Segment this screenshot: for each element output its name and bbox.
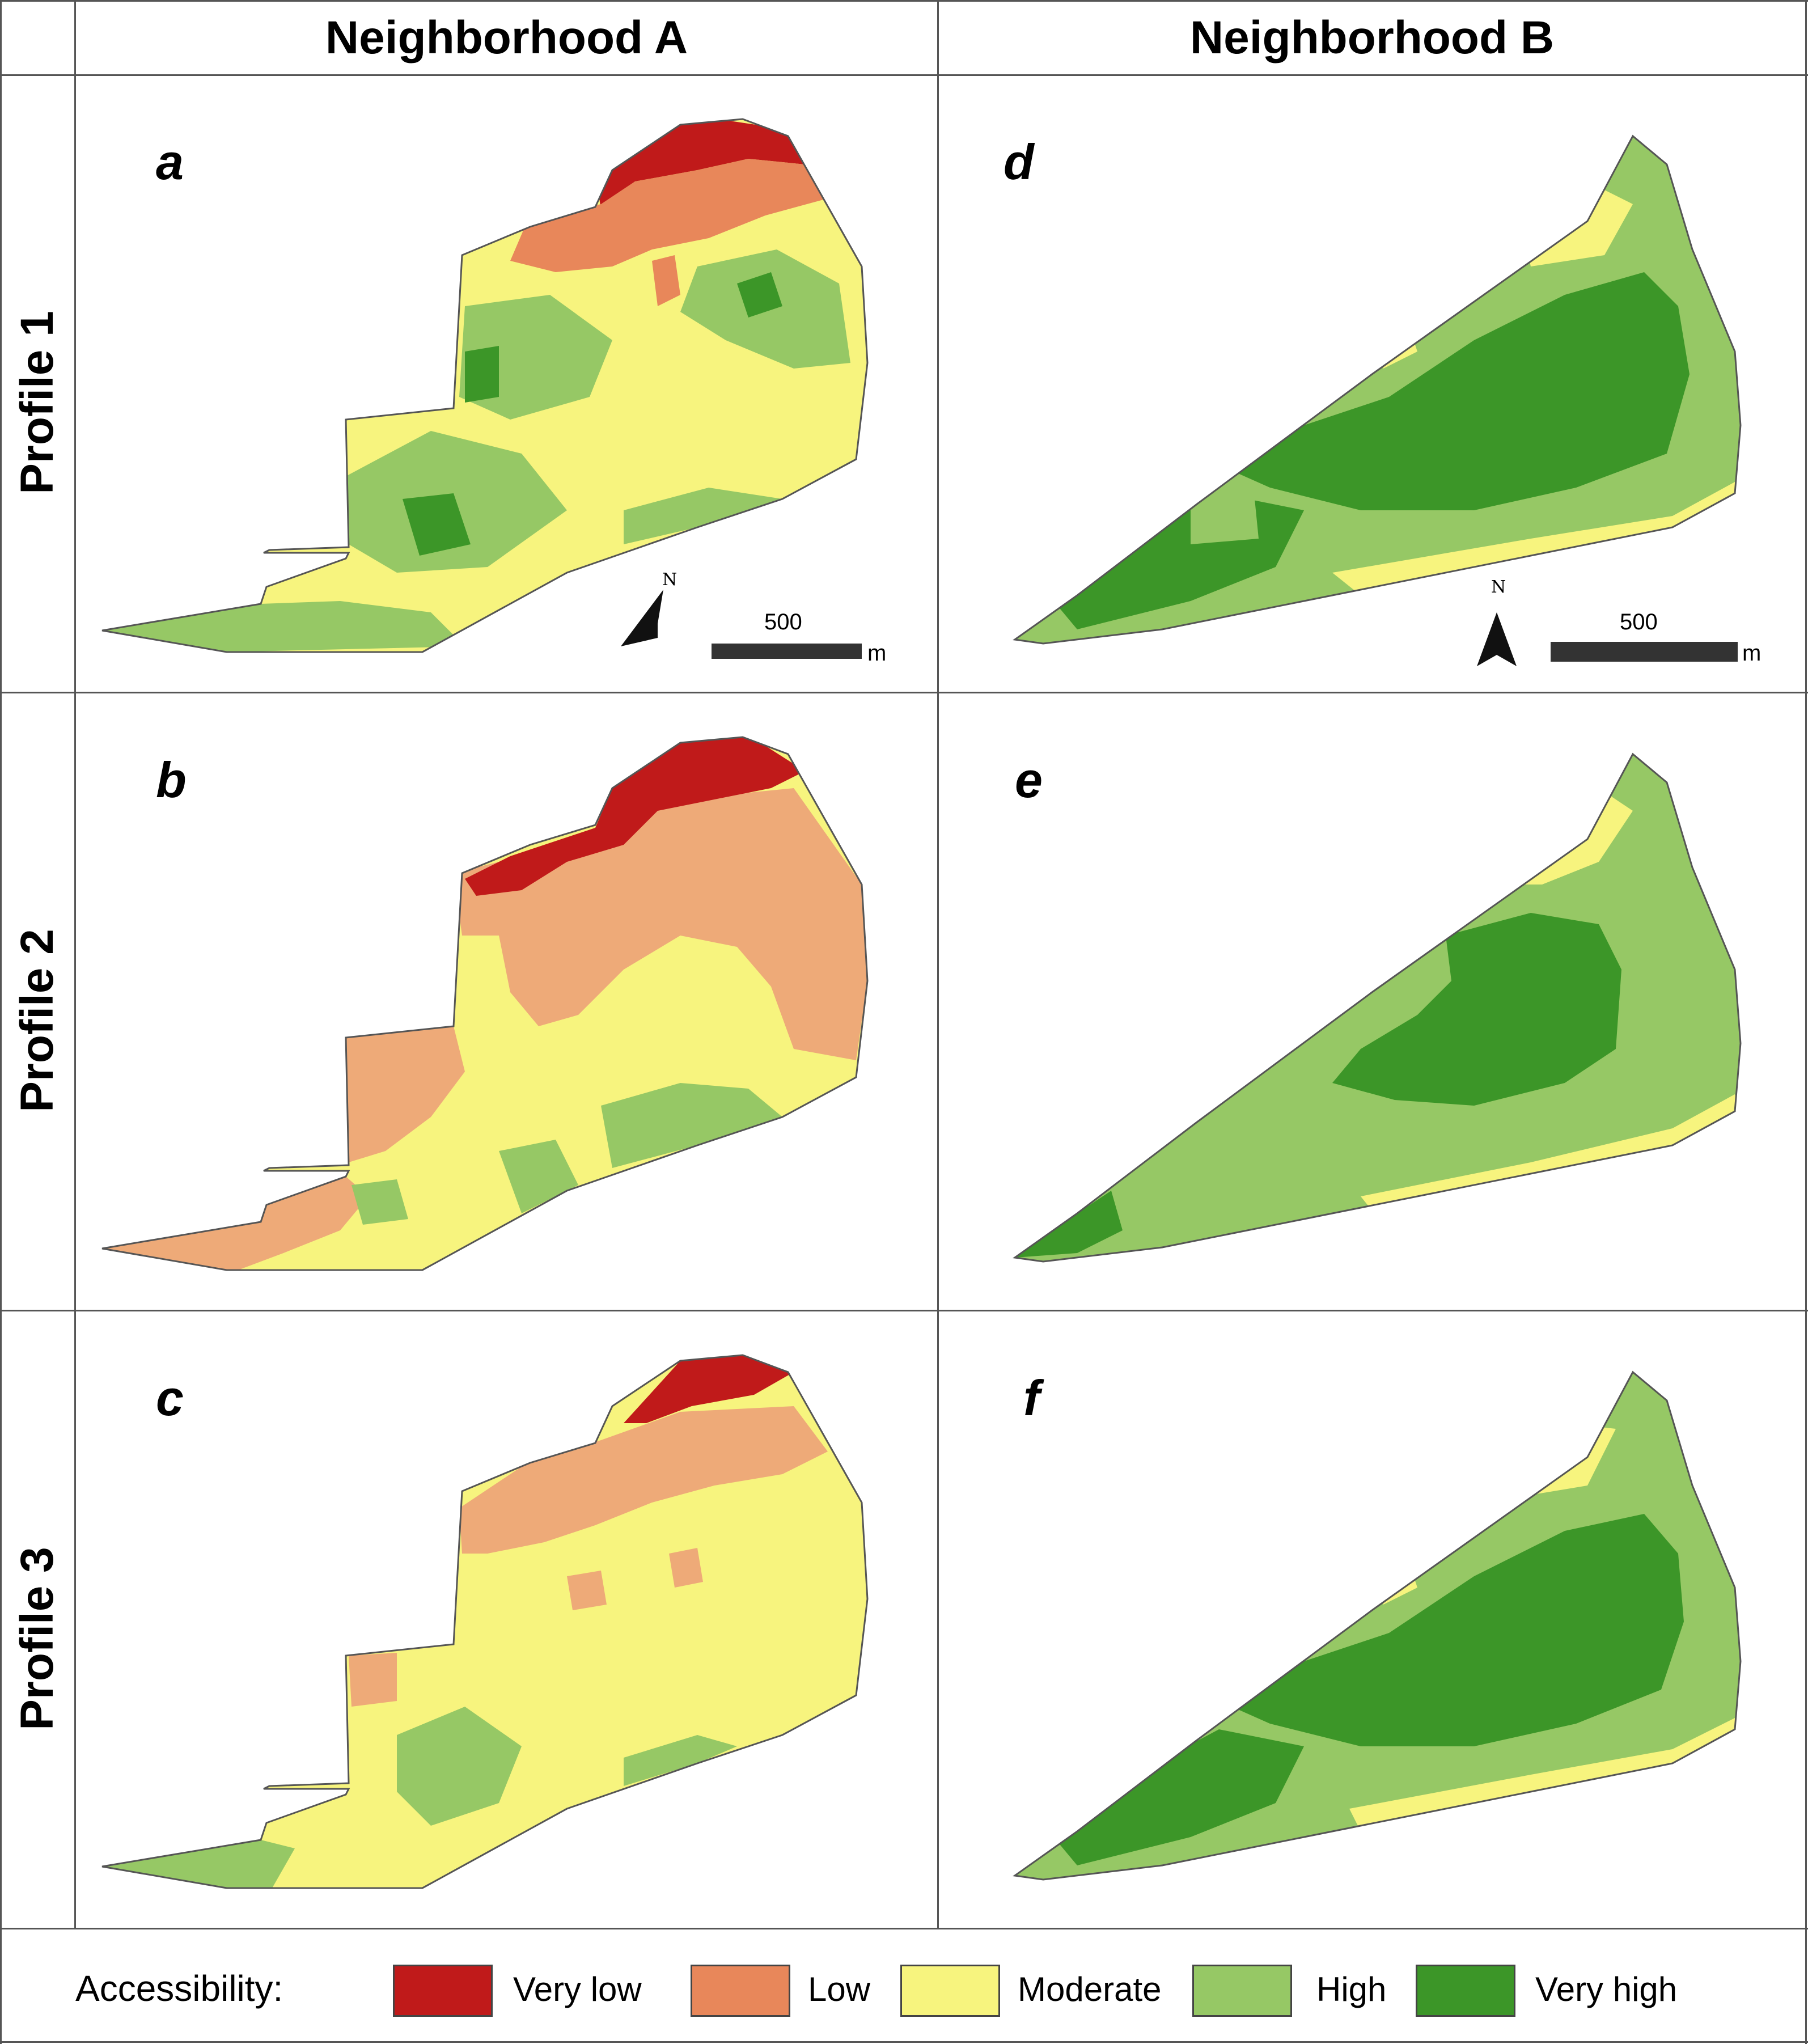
scale-unit-d: m [1742,641,1762,666]
north-arrow-icon [621,590,663,646]
map-e-fill-high [1015,754,1741,1262]
map-a-very-high-east [737,272,782,318]
legend-label-low: Low [808,1970,871,2008]
legend-swatch-low [691,1965,790,2017]
map-a-low-spot [652,255,680,306]
scale-bar [712,644,862,659]
map-e-moderate-west [1304,953,1344,992]
map-f-very-high-center [1219,1514,1684,1746]
map-c-very-low-north [624,1355,794,1423]
grid-line-row3 [0,1928,1808,1929]
map-panel-c [101,1354,869,1889]
legend-label-very-low: Very low [513,1970,642,2008]
column-header-neighborhood-a: Neighborhood A [325,11,688,64]
grid-line-row2 [0,1310,1808,1311]
map-e-very-high-center [1332,913,1621,1106]
north-label-d: N [1491,577,1506,597]
map-c-low-light-north [459,1406,828,1554]
scale-unit-a: m [867,641,887,666]
map-d-very-high-center [1219,272,1690,510]
panel-letter-b: b [156,752,187,808]
grid-line-bottom [0,2041,1808,2043]
map-panel-a [101,118,869,659]
map-b-low-light-west [346,1026,465,1162]
map-c-low-light-spot-2 [669,1548,703,1588]
legend-label-high: High [1316,1970,1387,2008]
grid-line-top [0,0,1808,2]
panel-letter-a: a [156,134,184,190]
map-panel-b [101,736,869,1271]
map-d-moderate-south [1332,482,1741,595]
column-header-neighborhood-b: Neighborhood B [1189,11,1555,64]
map-a-low-north [510,159,828,272]
panel-letter-f: f [1023,1370,1040,1426]
map-a-very-high-southwest [403,493,471,556]
map-e-moderate-south [1361,1094,1741,1211]
map-b-low-light-south [102,1177,369,1270]
map-a-high-south [102,601,465,652]
grid-line-middle [937,0,939,1928]
map-c-high-southeast [624,1735,737,1786]
map-e-outline [1013,752,1742,1263]
panel-letter-c: c [156,1370,184,1426]
map-b-very-low-north [465,737,805,896]
map-d-outline [1013,134,1742,645]
legend-label-very-high: Very high [1535,1970,1678,2008]
map-c-outline [101,1354,869,1889]
panel-letter-e: e [1015,752,1043,808]
legend-swatch-moderate [900,1965,1000,2017]
map-f-moderate-south [1349,1718,1741,1831]
map-c-low-light-spot-1 [567,1571,607,1610]
map-a-high-southeast [624,488,782,544]
legend-label-moderate: Moderate [1018,1970,1162,2008]
scale-bar [1551,642,1738,662]
grid-line-left [0,0,2,2044]
north-label-a: N [662,570,678,590]
legend-swatch-high [1192,1965,1292,2017]
legend-swatch-very-low [393,1965,493,2017]
map-a-very-high-west [465,346,499,403]
scale-value-a: 500 [764,610,802,634]
north-arrow-icon [1477,612,1517,666]
grid-line-right [1805,0,1807,2044]
map-panel-e [1013,752,1742,1263]
map-d-high-patch [1191,482,1259,544]
map-b-high-southwest [352,1179,408,1225]
scale-value-d: 500 [1620,610,1658,634]
map-c-high-southwest [397,1707,522,1826]
map-panel-f [1013,1370,1742,1881]
map-b-outline [101,736,869,1271]
panel-letter-d: d [1003,134,1034,190]
legend-title: Accessibility: [75,1968,283,2009]
map-a-outline [101,118,869,653]
map-b-high-southeast [601,1083,782,1168]
map-f-outline [1013,1370,1742,1881]
map-f-very-high-west [1049,1729,1304,1865]
map-e-very-high-west [1015,1191,1123,1258]
grid-line-header [0,74,1808,76]
map-panel-d [1013,134,1742,666]
map-c-low-light-west [349,1653,397,1707]
grid-line-row1 [0,692,1808,693]
legend-swatch-very-high [1416,1965,1515,2017]
grid-line-label-col [74,0,76,1928]
